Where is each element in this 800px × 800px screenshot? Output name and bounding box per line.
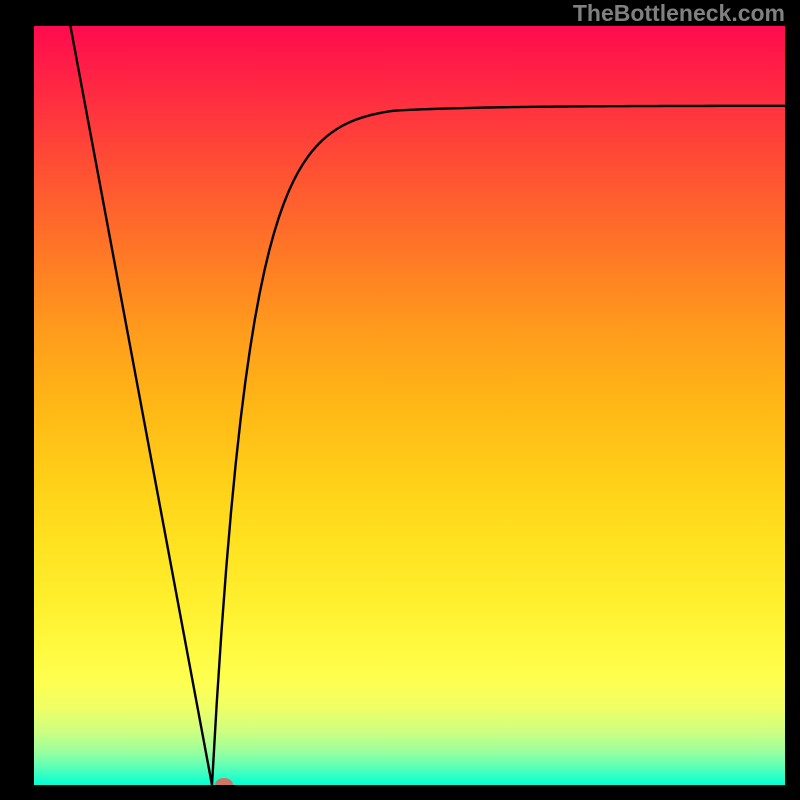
curve-layer	[34, 26, 785, 785]
minimum-marker	[215, 778, 233, 785]
watermark-text: TheBottleneck.com	[573, 0, 785, 27]
frame-border-bottom	[0, 785, 800, 800]
frame-border-right	[785, 0, 800, 800]
plot-area	[34, 26, 785, 785]
bottleneck-curve	[70, 26, 785, 785]
frame-border-left	[0, 0, 34, 800]
